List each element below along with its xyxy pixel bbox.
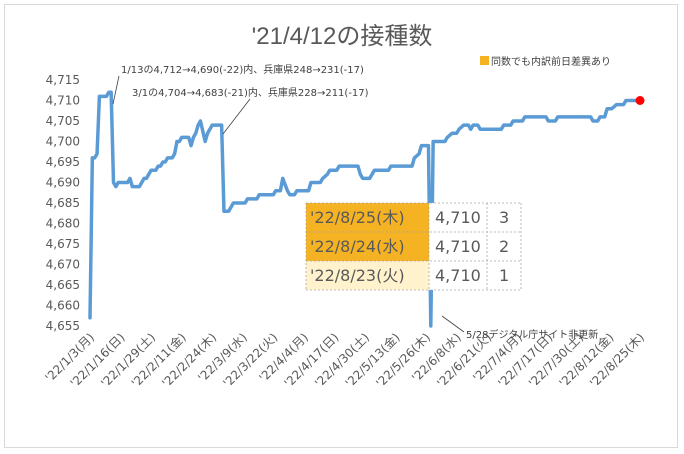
table-date-cell: [306, 261, 429, 290]
table-value: 4,710: [435, 208, 481, 227]
y-tick-label: 4,660: [46, 299, 80, 313]
data-table: '22/8/25(木) 4,710 3 '22/8/24(水) 4,710 2 '22/8/…: [305, 202, 522, 291]
series-line: [88, 90, 642, 328]
table-rank-cell: [487, 232, 521, 261]
y-tick-label: 4,665: [46, 278, 80, 292]
table-date: '22/8/25(木): [310, 208, 405, 227]
table-date: '22/8/24(水): [310, 237, 405, 256]
y-tick-label: 4,715: [46, 73, 80, 87]
chart-title: '21/4/12の接種数: [252, 23, 433, 50]
table-date-cell: [306, 203, 429, 232]
annotation-text: 3/1の4,704→4,683(-21)内、兵庫県228→211(-17): [132, 86, 369, 99]
annotation-text: 1/13の4,712→4,690(-22)内、兵庫県248→231(-17): [121, 63, 364, 76]
table-value: 4,710: [435, 237, 481, 256]
series-layer: [88, 90, 645, 328]
y-tick-label: 4,695: [46, 155, 80, 169]
y-tick-label: 4,705: [46, 114, 80, 128]
y-tick-label: 4,685: [46, 196, 80, 210]
table-value: 4,710: [435, 266, 481, 285]
annotation-text: 5/28デジタル庁サイト非更新: [466, 328, 598, 341]
y-tick-label: 4,680: [46, 217, 80, 231]
annotation-leader: [222, 98, 251, 135]
table-value-cell: [429, 261, 487, 290]
y-tick-label: 4,655: [46, 319, 80, 333]
table-value-cell: [429, 203, 487, 232]
table-rank: 1: [499, 266, 509, 285]
table-rank: 3: [499, 208, 509, 227]
annotation-layer: 1/13の4,712→4,690(-22)内、兵庫県248→231(-17) 3/…: [112, 63, 598, 341]
y-tick-label: 4,690: [46, 176, 80, 190]
y-tick-label: 4,675: [46, 237, 80, 251]
annotation-leader: [112, 75, 120, 105]
y-tick-label: 4,700: [46, 135, 80, 149]
table-date-cell: [306, 232, 429, 261]
legend-note: 同数でも内訳前日差異あり: [491, 55, 611, 68]
annotation-leader: [441, 315, 465, 333]
y-tick-label: 4,670: [46, 258, 80, 272]
table-rank-cell: [487, 261, 521, 290]
table-value-cell: [429, 232, 487, 261]
y-axis: 4,655 4,660 4,665 4,670 4,675 4,680 4,685 4,690…: [46, 73, 80, 333]
table-rank-cell: [487, 203, 521, 232]
last-point-marker: [635, 96, 645, 105]
table-date: '22/8/23(火): [310, 266, 405, 285]
table-rank: 2: [499, 237, 509, 256]
legend-swatch: [480, 56, 489, 65]
y-tick-label: 4,710: [46, 94, 80, 108]
